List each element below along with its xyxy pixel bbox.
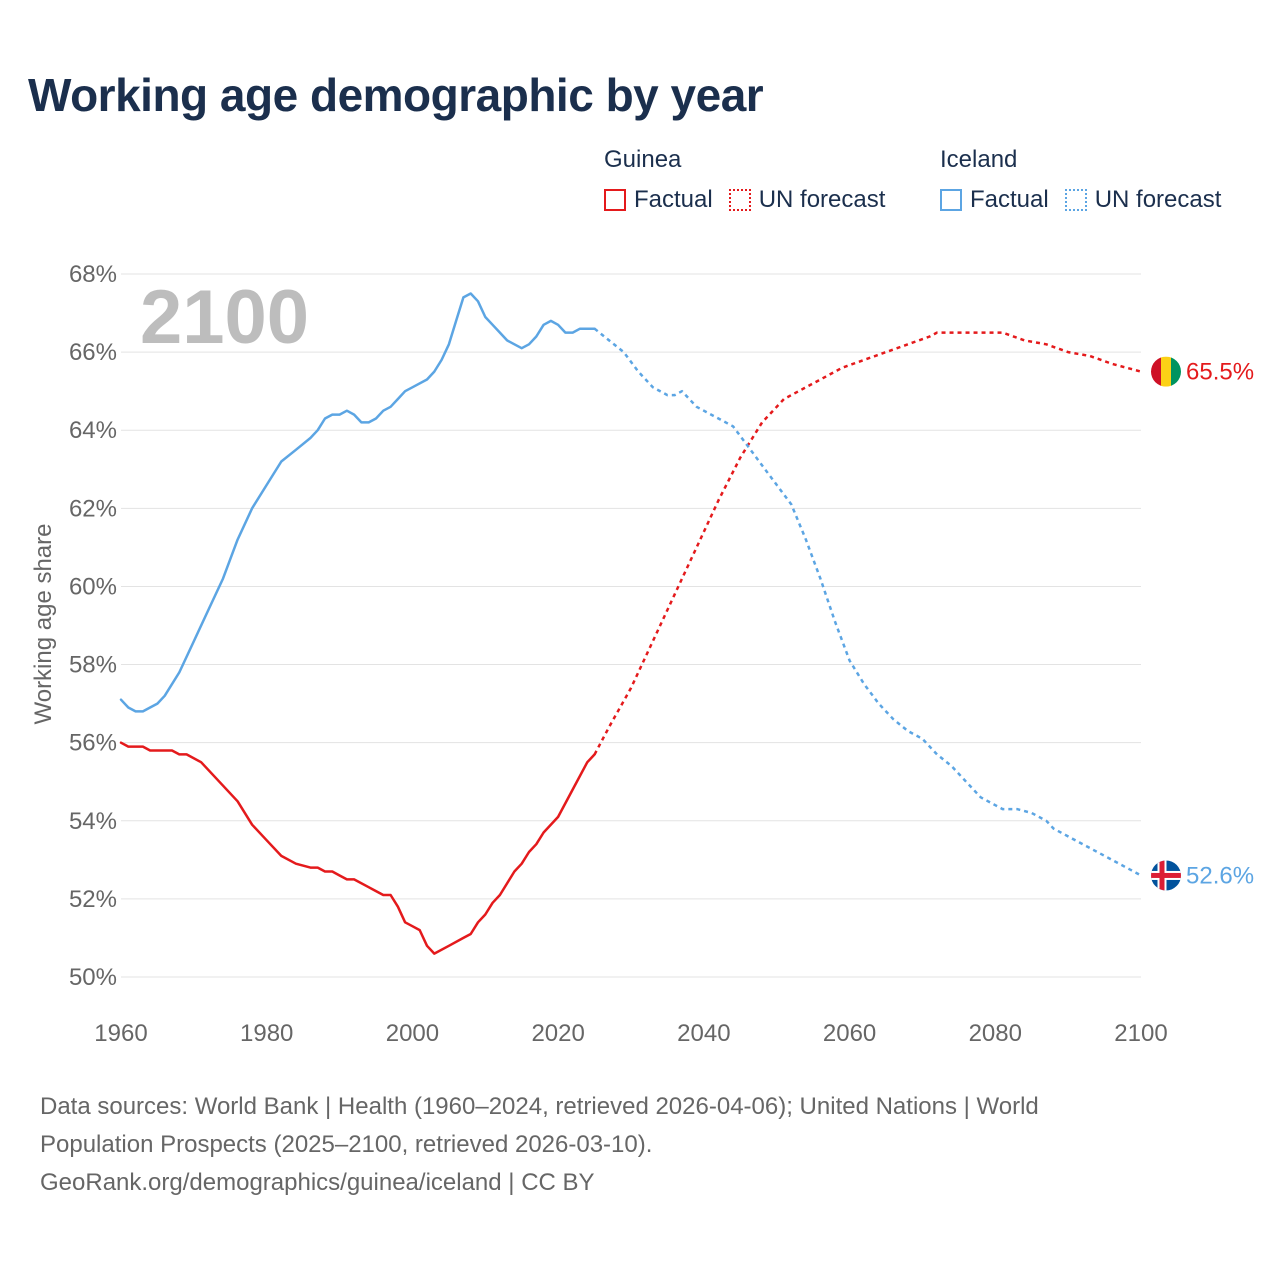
y-tick-label: 64% bbox=[69, 417, 117, 444]
y-tick-label: 62% bbox=[69, 495, 117, 522]
iceland-factual-line[interactable] bbox=[119, 292, 596, 713]
legend-iceland-factual[interactable]: Factual bbox=[940, 186, 1049, 214]
y-axis: 50% 52% 54% 56% 58% 60% 62% 64% 66% 68% bbox=[69, 261, 117, 991]
legend-iceland-forecast-label: UN forecast bbox=[1094, 186, 1222, 213]
x-axis: 1960 1980 2000 2020 2040 2060 2080 2100 bbox=[94, 1020, 1167, 1047]
sources-line-2: Population Prospects (2025–2100, retriev… bbox=[40, 1131, 653, 1158]
x-tick-label: 2020 bbox=[531, 1020, 584, 1047]
line-chart: 2100 50% 52% 54% 56% 58% 60% 62% 64% 66% 68% 1960… bbox=[30, 261, 1254, 1047]
legend-guinea-forecast-swatch bbox=[728, 189, 751, 211]
year-watermark: 2100 bbox=[140, 275, 309, 360]
legend-iceland-forecast-swatch bbox=[1064, 189, 1087, 211]
guinea-end-value-label: 65.5% bbox=[1186, 359, 1254, 386]
iceland-forecast-line[interactable] bbox=[593, 327, 1142, 877]
legend-guinea-factual-label: Factual bbox=[634, 186, 713, 213]
y-tick-label: 52% bbox=[69, 886, 117, 913]
legend-iceland-factual-swatch bbox=[940, 189, 962, 211]
legend-guinea-forecast[interactable]: UN forecast bbox=[728, 186, 886, 214]
chart-title: Working age demographic by year bbox=[28, 69, 764, 121]
y-tick-label: 58% bbox=[69, 652, 117, 679]
grid bbox=[121, 273, 1141, 978]
x-tick-label: 2060 bbox=[823, 1020, 876, 1047]
legend-guinea-name: Guinea bbox=[604, 146, 682, 173]
x-tick-label: 2080 bbox=[969, 1020, 1022, 1047]
y-tick-label: 68% bbox=[69, 261, 117, 288]
legend-iceland-factual-label: Factual bbox=[970, 186, 1049, 213]
guinea-forecast-line[interactable] bbox=[593, 331, 1142, 755]
x-tick-label: 2000 bbox=[386, 1020, 439, 1047]
x-tick-label: 1980 bbox=[240, 1020, 293, 1047]
legend-guinea-factual[interactable]: Factual bbox=[604, 186, 713, 214]
legend-iceland-name: Iceland bbox=[940, 146, 1018, 173]
x-tick-label: 2040 bbox=[677, 1020, 730, 1047]
guinea-factual-line[interactable] bbox=[119, 741, 596, 955]
y-axis-label: Working age share bbox=[30, 524, 57, 725]
y-tick-label: 60% bbox=[69, 573, 117, 600]
legend-guinea-factual-swatch bbox=[604, 189, 626, 211]
x-tick-label: 1960 bbox=[94, 1020, 147, 1047]
iceland-end-value-label: 52.6% bbox=[1186, 862, 1254, 889]
y-tick-label: 50% bbox=[69, 964, 117, 991]
sources-link[interactable]: GeoRank.org/demographics/guinea/iceland … bbox=[40, 1169, 595, 1196]
data-sources: Data sources: World Bank | Health (1960–… bbox=[40, 1088, 1220, 1202]
legend-guinea-forecast-label: UN forecast bbox=[758, 186, 886, 213]
end-labels: 65.5% 52.6% bbox=[1151, 356, 1254, 891]
legend-iceland: Iceland Factual UN forecast bbox=[940, 146, 1221, 214]
series bbox=[119, 292, 1142, 955]
legend-iceland-forecast[interactable]: UN forecast bbox=[1064, 186, 1222, 214]
y-tick-label: 66% bbox=[69, 339, 117, 366]
y-tick-label: 54% bbox=[69, 808, 117, 835]
sources-line-1: Data sources: World Bank | Health (1960–… bbox=[40, 1093, 1039, 1120]
iceland-flag-icon bbox=[1151, 860, 1181, 891]
guinea-flag-icon bbox=[1151, 356, 1181, 387]
x-tick-label: 2100 bbox=[1114, 1020, 1167, 1047]
legend-guinea: Guinea Factual UN forecast bbox=[604, 146, 901, 214]
y-tick-label: 56% bbox=[69, 730, 117, 757]
